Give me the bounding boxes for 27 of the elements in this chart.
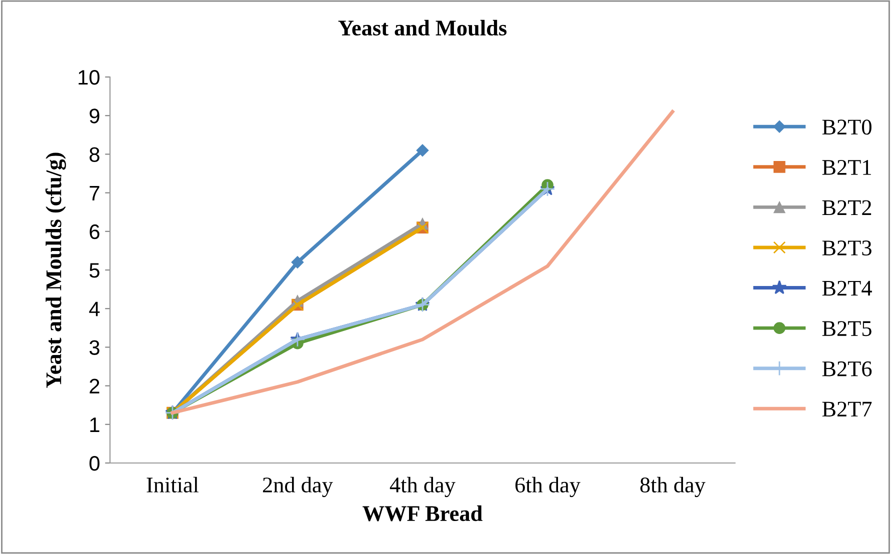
y-tick-label: 9: [90, 108, 100, 124]
legend-label: B2T2: [822, 200, 872, 216]
y-tick-label: 8: [90, 147, 100, 162]
x-tick-label: Initial: [146, 476, 199, 493]
legend-label: B2T6: [822, 361, 872, 376]
legend-label: B2T1: [822, 160, 871, 175]
x-axis-title: WWF Bread: [362, 505, 482, 522]
y-tick-label: 7: [90, 186, 100, 200]
x-tick-label: 8th day: [640, 476, 706, 498]
y-tick-label: 4: [89, 302, 100, 316]
x-tick-label: 6th day: [515, 476, 580, 498]
legend-label: B2T4: [822, 280, 872, 296]
y-tick-label: 0: [90, 456, 100, 471]
y-tick-label: 10: [78, 70, 100, 85]
legend-label: B2T0: [822, 120, 872, 135]
legend-label: B2T3: [822, 240, 872, 256]
y-axis-title: Yeast and Moulds (cfu/g): [45, 152, 66, 388]
y-tick-label: 5: [90, 263, 100, 278]
legend-label: B2T7: [822, 402, 872, 416]
x-tick-label: 4th day: [390, 476, 456, 498]
y-tick-label: 1: [90, 418, 100, 432]
x-tick-label: 2nd day: [262, 476, 333, 498]
y-tick-label: 2: [90, 378, 100, 394]
chart-title: Yeast and Moulds: [338, 20, 507, 36]
legend-label: B2T5: [822, 321, 872, 336]
y-tick-label: 3: [89, 340, 100, 355]
y-tick-label: 6: [90, 224, 100, 240]
